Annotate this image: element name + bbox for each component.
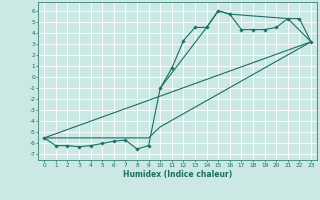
X-axis label: Humidex (Indice chaleur): Humidex (Indice chaleur) — [123, 170, 232, 179]
